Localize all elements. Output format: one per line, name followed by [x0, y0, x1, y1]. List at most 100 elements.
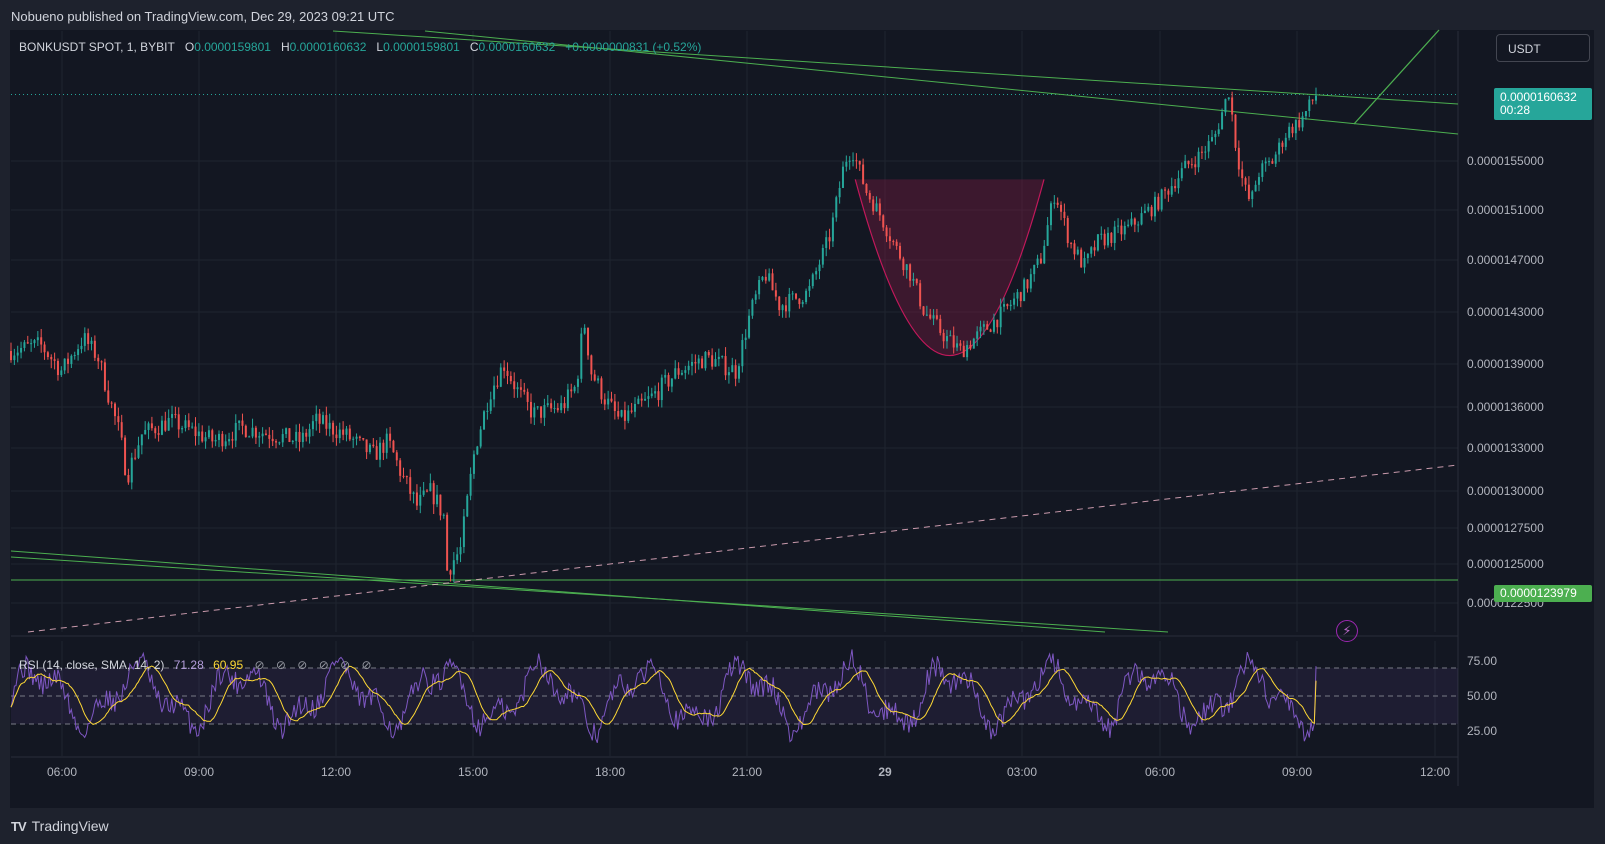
- currency-button[interactable]: USDT: [1496, 34, 1590, 62]
- candle-body: [687, 365, 690, 371]
- candle-body: [872, 199, 875, 212]
- candle-body: [429, 483, 432, 492]
- candle-body: [1086, 253, 1089, 259]
- candle-body: [20, 347, 23, 353]
- candle-body: [275, 441, 278, 443]
- candle-body: [620, 410, 623, 417]
- candle-body: [325, 415, 328, 429]
- candle-body: [16, 352, 19, 356]
- candle-body: [1231, 97, 1234, 115]
- candle-body: [1033, 264, 1036, 275]
- candle-body: [650, 393, 653, 397]
- candle-body: [972, 338, 975, 349]
- candle-body: [1251, 191, 1254, 199]
- candle-body: [1133, 218, 1136, 225]
- trendline-upper-1: [332, 30, 1459, 105]
- symbol-legend: BONKUSDT SPOT, 1, BYBIT O0.0000159801 H0…: [19, 40, 701, 54]
- candle-body: [852, 160, 855, 162]
- candle-body: [610, 398, 613, 402]
- price-tick-label: 0.0000125000: [1467, 557, 1544, 571]
- candle-body: [117, 416, 120, 423]
- hidden-plot-icon[interactable]: ⊘: [297, 658, 308, 672]
- candle-body: [899, 245, 902, 259]
- candle-body: [654, 391, 657, 394]
- candle-body: [1261, 163, 1264, 178]
- candle-body: [774, 290, 777, 297]
- candle-body: [308, 429, 311, 437]
- candle-body: [449, 570, 452, 575]
- candle-body: [469, 473, 472, 496]
- candle-body: [1274, 154, 1277, 164]
- candle-body: [637, 398, 640, 404]
- candle-body: [566, 389, 569, 409]
- candle-body: [576, 378, 579, 387]
- candle-body: [540, 406, 543, 418]
- hidden-plot-icon[interactable]: ⊘: [254, 658, 265, 672]
- symbol-name[interactable]: BONKUSDT SPOT, 1, BYBIT: [19, 40, 175, 54]
- candle-body: [771, 273, 774, 291]
- rsi-ma-line: [10, 665, 1317, 725]
- candle-body: [405, 476, 408, 478]
- candle-body: [1150, 206, 1153, 217]
- candle-body: [1221, 112, 1224, 130]
- hidden-plot-icon[interactable]: ⊘: [275, 658, 286, 672]
- hidden-plot-icon[interactable]: ⊘: [340, 658, 351, 672]
- tradingview-brand[interactable]: TV TradingView: [11, 818, 109, 834]
- candle-body: [976, 331, 979, 339]
- candle-body: [442, 514, 445, 516]
- candle-body: [154, 428, 157, 434]
- candle-body: [848, 160, 851, 162]
- candle-body: [244, 425, 247, 438]
- candle-body: [318, 413, 321, 424]
- candle-body: [315, 413, 318, 422]
- candle-body: [436, 494, 439, 505]
- candle-body: [597, 378, 600, 381]
- candle-body: [278, 442, 281, 444]
- rsi-pane: 75.00 50.00 25.00: [10, 649, 1497, 743]
- rsi-legend: RSI (14, close, SMA, 14, 2) 71.28 60.95 …: [19, 658, 372, 672]
- candle-body: [633, 403, 636, 412]
- candle-body: [670, 378, 673, 387]
- candle-body: [144, 429, 147, 435]
- chart-frame[interactable]: [10, 30, 1594, 808]
- candle-body: [392, 440, 395, 453]
- rsi-label[interactable]: RSI (14, close, SMA, 14, 2): [19, 658, 165, 672]
- candle-body: [768, 273, 771, 281]
- candle-body: [348, 428, 351, 440]
- time-tick-label: 15:00: [458, 765, 488, 779]
- candle-body: [1157, 196, 1160, 210]
- candle-body: [831, 217, 834, 242]
- hidden-plot-icon[interactable]: ⊘: [318, 658, 329, 672]
- candle-body: [160, 420, 163, 435]
- candle-body: [87, 333, 90, 344]
- candle-body: [664, 375, 667, 378]
- candle-body: [1177, 178, 1180, 189]
- candle-body: [53, 359, 56, 361]
- candle-body: [868, 193, 871, 200]
- candle-body: [952, 335, 955, 348]
- trendlines: [10, 29, 1459, 633]
- lightning-icon[interactable]: ⚡: [1336, 620, 1358, 642]
- candle-body: [996, 319, 999, 328]
- candle-body: [67, 358, 70, 364]
- candle-body: [784, 305, 787, 312]
- low-value: 0.0000159801: [383, 40, 460, 54]
- candle-body: [1214, 133, 1217, 138]
- hidden-plot-icon[interactable]: ⊘: [361, 658, 372, 672]
- candle-body: [13, 355, 16, 361]
- candle-body: [590, 355, 593, 375]
- candle-body: [748, 315, 751, 338]
- candle-body: [191, 426, 194, 428]
- candle-body: [201, 431, 204, 442]
- candle-body: [1123, 225, 1126, 235]
- rsi-tick-label: 50.00: [1467, 689, 1497, 703]
- candle-body: [476, 446, 479, 455]
- candle-body: [1130, 218, 1133, 225]
- candle-body: [841, 166, 844, 188]
- candle-body: [838, 187, 841, 198]
- candle-body: [858, 160, 861, 165]
- candle-body: [1170, 186, 1173, 195]
- candle-body: [295, 431, 298, 441]
- candle-body: [412, 492, 415, 494]
